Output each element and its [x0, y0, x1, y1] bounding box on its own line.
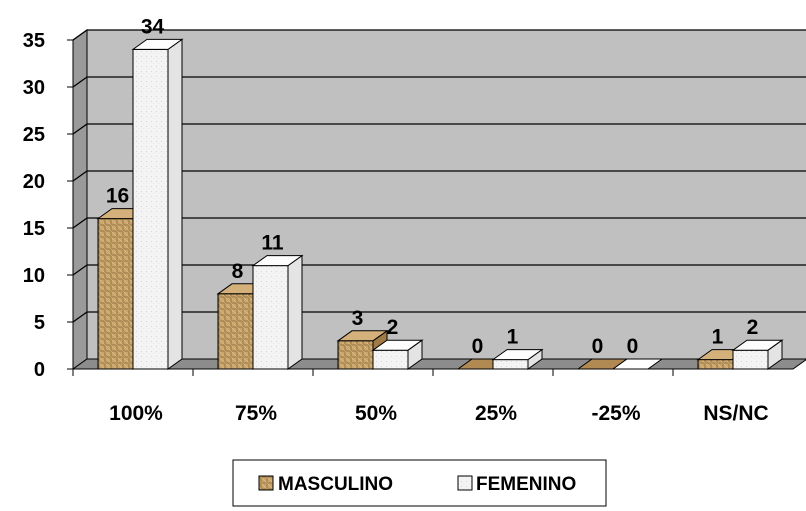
bar-front [732, 349, 769, 370]
data-label: 0 [627, 335, 639, 358]
x-category-label: -25% [591, 402, 640, 425]
bar-top [336, 330, 389, 342]
bar-femenino [371, 339, 424, 370]
gridline [72, 264, 806, 276]
data-label: 8 [232, 260, 244, 283]
data-label: 34 [141, 15, 165, 38]
legend-swatch-femenino [457, 475, 473, 491]
data-label: 2 [747, 316, 759, 339]
data-label: 0 [472, 335, 484, 358]
bar-front [252, 265, 289, 370]
side-wall [72, 29, 88, 370]
bar-front [217, 293, 254, 370]
y-tick-labels: 0 5 10 15 20 25 30 35 [23, 30, 45, 381]
bar-femenino [131, 38, 184, 370]
data-label: 2 [387, 316, 399, 339]
y-tick-label: 35 [23, 30, 45, 52]
back-wall [86, 29, 806, 360]
y-tick-label: 0 [34, 359, 45, 381]
axes [67, 39, 793, 376]
x-category-label: NS/NC [703, 402, 768, 425]
bar-femenino [251, 254, 304, 370]
data-label: 1 [712, 326, 724, 349]
gridline [72, 217, 806, 229]
bar-front [337, 340, 374, 370]
legend-swatch-masculino [258, 475, 274, 491]
gridline [72, 123, 806, 135]
y-tick-label: 25 [23, 124, 45, 146]
bar-top [251, 255, 304, 267]
gridline [72, 29, 806, 41]
bar-top [611, 358, 664, 370]
legend-label-femenino: FEMENINO [476, 474, 576, 495]
legend-label-masculino: MASCULINO [278, 474, 393, 495]
gridline [72, 311, 806, 323]
bar-femenino [731, 339, 784, 370]
bar-side [287, 254, 303, 370]
bar-front [697, 359, 734, 370]
data-label: 3 [352, 307, 364, 330]
legend-box [232, 459, 607, 507]
bar-top [491, 349, 544, 361]
bar-front [492, 359, 529, 370]
bar-side [167, 38, 183, 370]
gridlines [72, 29, 806, 323]
x-category-label: 75% [235, 402, 277, 425]
bar-femenino [491, 348, 544, 370]
y-tick-label: 20 [23, 171, 45, 193]
bars [96, 38, 784, 370]
gridline [72, 170, 806, 182]
bar-top [371, 339, 424, 351]
bar-top [731, 339, 784, 351]
y-tick-label: 10 [23, 265, 45, 287]
legend: MASCULINO FEMENINO [232, 459, 607, 507]
data-label: 1 [507, 326, 519, 349]
x-category-label: 25% [475, 402, 517, 425]
y-tick-label: 5 [34, 312, 45, 334]
x-category-label: 50% [355, 402, 397, 425]
bar-front [97, 218, 134, 370]
bar-front [372, 349, 409, 370]
x-category-label: 100% [109, 402, 163, 425]
bar-femenino [611, 358, 664, 370]
floor [71, 358, 806, 370]
data-label: 0 [592, 335, 604, 358]
gridline [72, 76, 806, 88]
plot-wall [71, 29, 806, 370]
y-tick-label: 30 [23, 77, 45, 99]
data-label: 11 [261, 232, 284, 255]
bar-top [131, 38, 184, 50]
y-tick-label: 15 [23, 218, 45, 240]
data-label: 16 [106, 185, 129, 208]
bar-front [132, 48, 169, 370]
x-category-labels: 100% 75% 50% 25% -25% NS/NC [109, 402, 769, 425]
